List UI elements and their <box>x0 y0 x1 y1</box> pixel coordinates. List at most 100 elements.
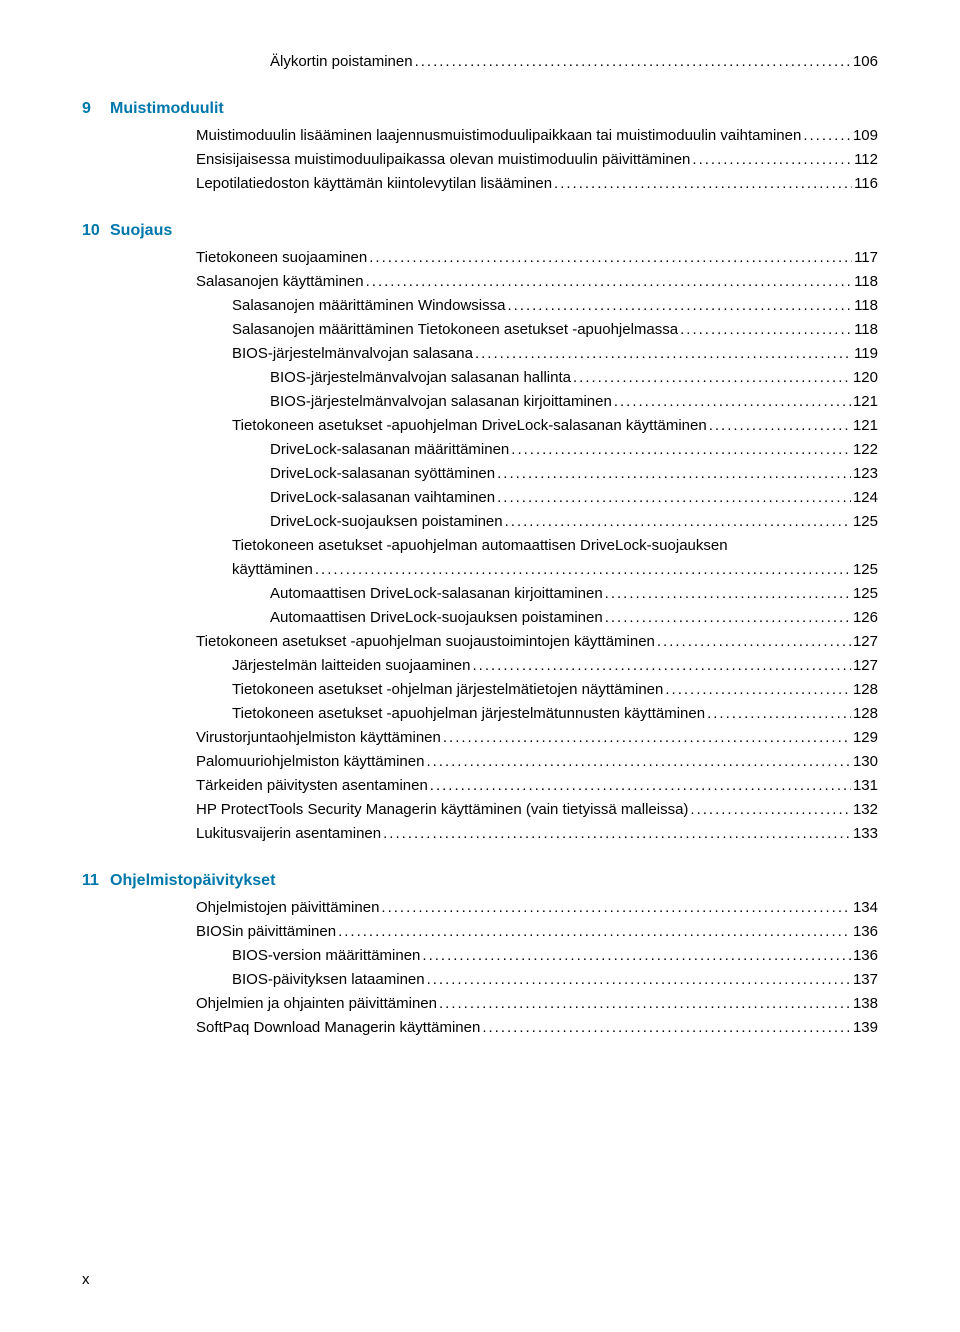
toc-entry-text: BIOS-järjestelmänvalvojan salasana <box>232 342 473 366</box>
toc-entry[interactable]: Tietokoneen suojaaminen 117 <box>196 246 878 270</box>
toc-leader-dots <box>803 124 851 148</box>
toc-entry-text: Tietokoneen suojaaminen <box>196 246 367 270</box>
toc-leader-dots <box>497 486 851 510</box>
toc-entry-text: Salasanojen käyttäminen <box>196 270 364 294</box>
toc-entry-text: Automaattisen DriveLock-suojauksen poist… <box>270 606 603 630</box>
toc-entry-page: 128 <box>853 678 878 702</box>
toc-entry-text: Tietokoneen asetukset -apuohjelman järje… <box>232 702 705 726</box>
toc-entry[interactable]: Tietokoneen asetukset -apuohjelman järje… <box>232 702 878 726</box>
chapter-title: Muistimoduulit <box>110 100 224 118</box>
toc-entry[interactable]: käyttäminen 125 <box>232 558 878 582</box>
toc-leader-dots <box>505 510 851 534</box>
chapter-heading[interactable]: 11Ohjelmistopäivitykset <box>82 872 878 890</box>
toc-entry-page: 138 <box>853 992 878 1016</box>
toc-leader-dots <box>366 270 852 294</box>
toc-entry-page: 126 <box>853 606 878 630</box>
toc-entry-text: Salasanojen määrittäminen Tietokoneen as… <box>232 318 678 342</box>
toc-entry[interactable]: Tärkeiden päivitysten asentaminen 131 <box>196 774 878 798</box>
toc-entry-text: Automaattisen DriveLock-salasanan kirjoi… <box>270 582 603 606</box>
toc-entry-text: BIOS-järjestelmänvalvojan salasanan hall… <box>270 366 571 390</box>
toc-leader-dots <box>709 414 851 438</box>
toc-entry-page: 118 <box>854 318 878 342</box>
toc-entry-page: 137 <box>853 968 878 992</box>
toc-entry-text: DriveLock-salasanan määrittäminen <box>270 438 509 462</box>
toc-entry[interactable]: Ohjelmistojen päivittäminen 134 <box>196 896 878 920</box>
toc-entry-text: käyttäminen <box>232 558 313 582</box>
toc-entry[interactable]: DriveLock-suojauksen poistaminen 125 <box>270 510 878 534</box>
toc-leader-dots <box>439 992 851 1016</box>
toc-entry-page: 127 <box>853 654 878 678</box>
toc-entry[interactable]: Salasanojen käyttäminen 118 <box>196 270 878 294</box>
toc-leader-dots <box>707 702 851 726</box>
toc-entry[interactable]: Tietokoneen asetukset -apuohjelman autom… <box>232 534 878 558</box>
toc-entry-page: 125 <box>853 558 878 582</box>
toc-entry[interactable]: Salasanojen määrittäminen Tietokoneen as… <box>232 318 878 342</box>
toc-entry-page: 131 <box>853 774 878 798</box>
toc-entry-text: BIOS-järjestelmänvalvojan salasanan kirj… <box>270 390 612 414</box>
toc-entry[interactable]: HP ProtectTools Security Managerin käytt… <box>196 798 878 822</box>
toc-leader-dots <box>369 246 852 270</box>
toc-entry[interactable]: Tietokoneen asetukset -apuohjelman Drive… <box>232 414 878 438</box>
toc-entry[interactable]: Palomuuriohjelmiston käyttäminen 130 <box>196 750 878 774</box>
toc-entry[interactable]: Lukitusvaijerin asentaminen 133 <box>196 822 878 846</box>
toc-entry[interactable]: DriveLock-salasanan määrittäminen 122 <box>270 438 878 462</box>
toc-entry-page: 112 <box>854 148 878 172</box>
toc-entry[interactable]: BIOS-järjestelmänvalvojan salasanan hall… <box>270 366 878 390</box>
toc-leader-dots <box>614 390 851 414</box>
chapter-title: Suojaus <box>110 222 172 240</box>
toc-entry-page: 130 <box>853 750 878 774</box>
toc-entry[interactable]: Tietokoneen asetukset -apuohjelman suoja… <box>196 630 878 654</box>
toc-entry-text: DriveLock-suojauksen poistaminen <box>270 510 503 534</box>
toc-entry[interactable]: BIOS-version määrittäminen 136 <box>232 944 878 968</box>
toc-entry[interactable]: DriveLock-salasanan vaihtaminen 124 <box>270 486 878 510</box>
toc-entry-text: Tietokoneen asetukset -ohjelman järjeste… <box>232 678 663 702</box>
toc-entry-page: 119 <box>854 342 878 366</box>
toc-entry[interactable]: Virustorjuntaohjelmiston käyttäminen 129 <box>196 726 878 750</box>
toc-leader-dots <box>605 606 851 630</box>
toc-entry-text: BIOSin päivittäminen <box>196 920 336 944</box>
toc-entry-text: DriveLock-salasanan syöttäminen <box>270 462 495 486</box>
toc-entry[interactable]: Ensisijaisessa muistimoduulipaikassa ole… <box>196 148 878 172</box>
toc-entry[interactable]: Ohjelmien ja ohjainten päivittäminen 138 <box>196 992 878 1016</box>
chapter-heading[interactable]: 9Muistimoduulit <box>82 100 878 118</box>
toc-entry[interactable]: Lepotilatiedoston käyttämän kiintolevyti… <box>196 172 878 196</box>
toc-entry-page: 118 <box>854 294 878 318</box>
toc-entry-text: Ensisijaisessa muistimoduulipaikassa ole… <box>196 148 690 172</box>
toc-entry-page: 120 <box>853 366 878 390</box>
toc-entry[interactable]: Järjestelmän laitteiden suojaaminen 127 <box>232 654 878 678</box>
toc-entry-text: Lukitusvaijerin asentaminen <box>196 822 381 846</box>
toc-entry[interactable]: SoftPaq Download Managerin käyttäminen 1… <box>196 1016 878 1040</box>
toc-entry-text: Tietokoneen asetukset -apuohjelman autom… <box>232 534 728 558</box>
toc-leader-dots <box>665 678 851 702</box>
toc-entry[interactable]: Salasanojen määrittäminen Windowsissa 11… <box>232 294 878 318</box>
toc-entry[interactable]: BIOSin päivittäminen 136 <box>196 920 878 944</box>
toc-entry-page: 127 <box>853 630 878 654</box>
toc-entry[interactable]: Automaattisen DriveLock-salasanan kirjoi… <box>270 582 878 606</box>
toc-entry-text: Tietokoneen asetukset -apuohjelman suoja… <box>196 630 655 654</box>
toc-leader-dots <box>315 558 851 582</box>
toc-entry-text: Älykortin poistaminen <box>270 50 413 74</box>
toc-leader-dots <box>554 172 852 196</box>
chapter-number: 10 <box>82 222 110 240</box>
toc-entry[interactable]: BIOS-päivityksen lataaminen 137 <box>232 968 878 992</box>
toc-entry-page: 129 <box>853 726 878 750</box>
toc-leader-dots <box>383 822 851 846</box>
chapter-heading[interactable]: 10Suojaus <box>82 222 878 240</box>
toc-entry-text: Ohjelmien ja ohjainten päivittäminen <box>196 992 437 1016</box>
toc-entry-text: BIOS-päivityksen lataaminen <box>232 968 425 992</box>
toc-entry[interactable]: Älykortin poistaminen 106 <box>270 50 878 74</box>
toc-entry[interactable]: Automaattisen DriveLock-suojauksen poist… <box>270 606 878 630</box>
toc-entry[interactable]: BIOS-järjestelmänvalvojan salasana 119 <box>232 342 878 366</box>
toc-entry-page: 134 <box>853 896 878 920</box>
toc-entry[interactable]: DriveLock-salasanan syöttäminen 123 <box>270 462 878 486</box>
toc-entry-page: 121 <box>853 390 878 414</box>
toc-entry-text: BIOS-version määrittäminen <box>232 944 420 968</box>
toc-leader-dots <box>511 438 851 462</box>
toc-entry-text: Järjestelmän laitteiden suojaaminen <box>232 654 470 678</box>
toc-leader-dots <box>657 630 851 654</box>
toc-entry[interactable]: Muistimoduulin lisääminen laajennusmuist… <box>196 124 878 148</box>
toc-leader-dots <box>422 944 851 968</box>
toc-entry[interactable]: Tietokoneen asetukset -ohjelman järjeste… <box>232 678 878 702</box>
toc-chapters: 9Muistimoduulit Muistimoduulin lisääminen… <box>82 100 878 1040</box>
toc-entry[interactable]: BIOS-järjestelmänvalvojan salasanan kirj… <box>270 390 878 414</box>
